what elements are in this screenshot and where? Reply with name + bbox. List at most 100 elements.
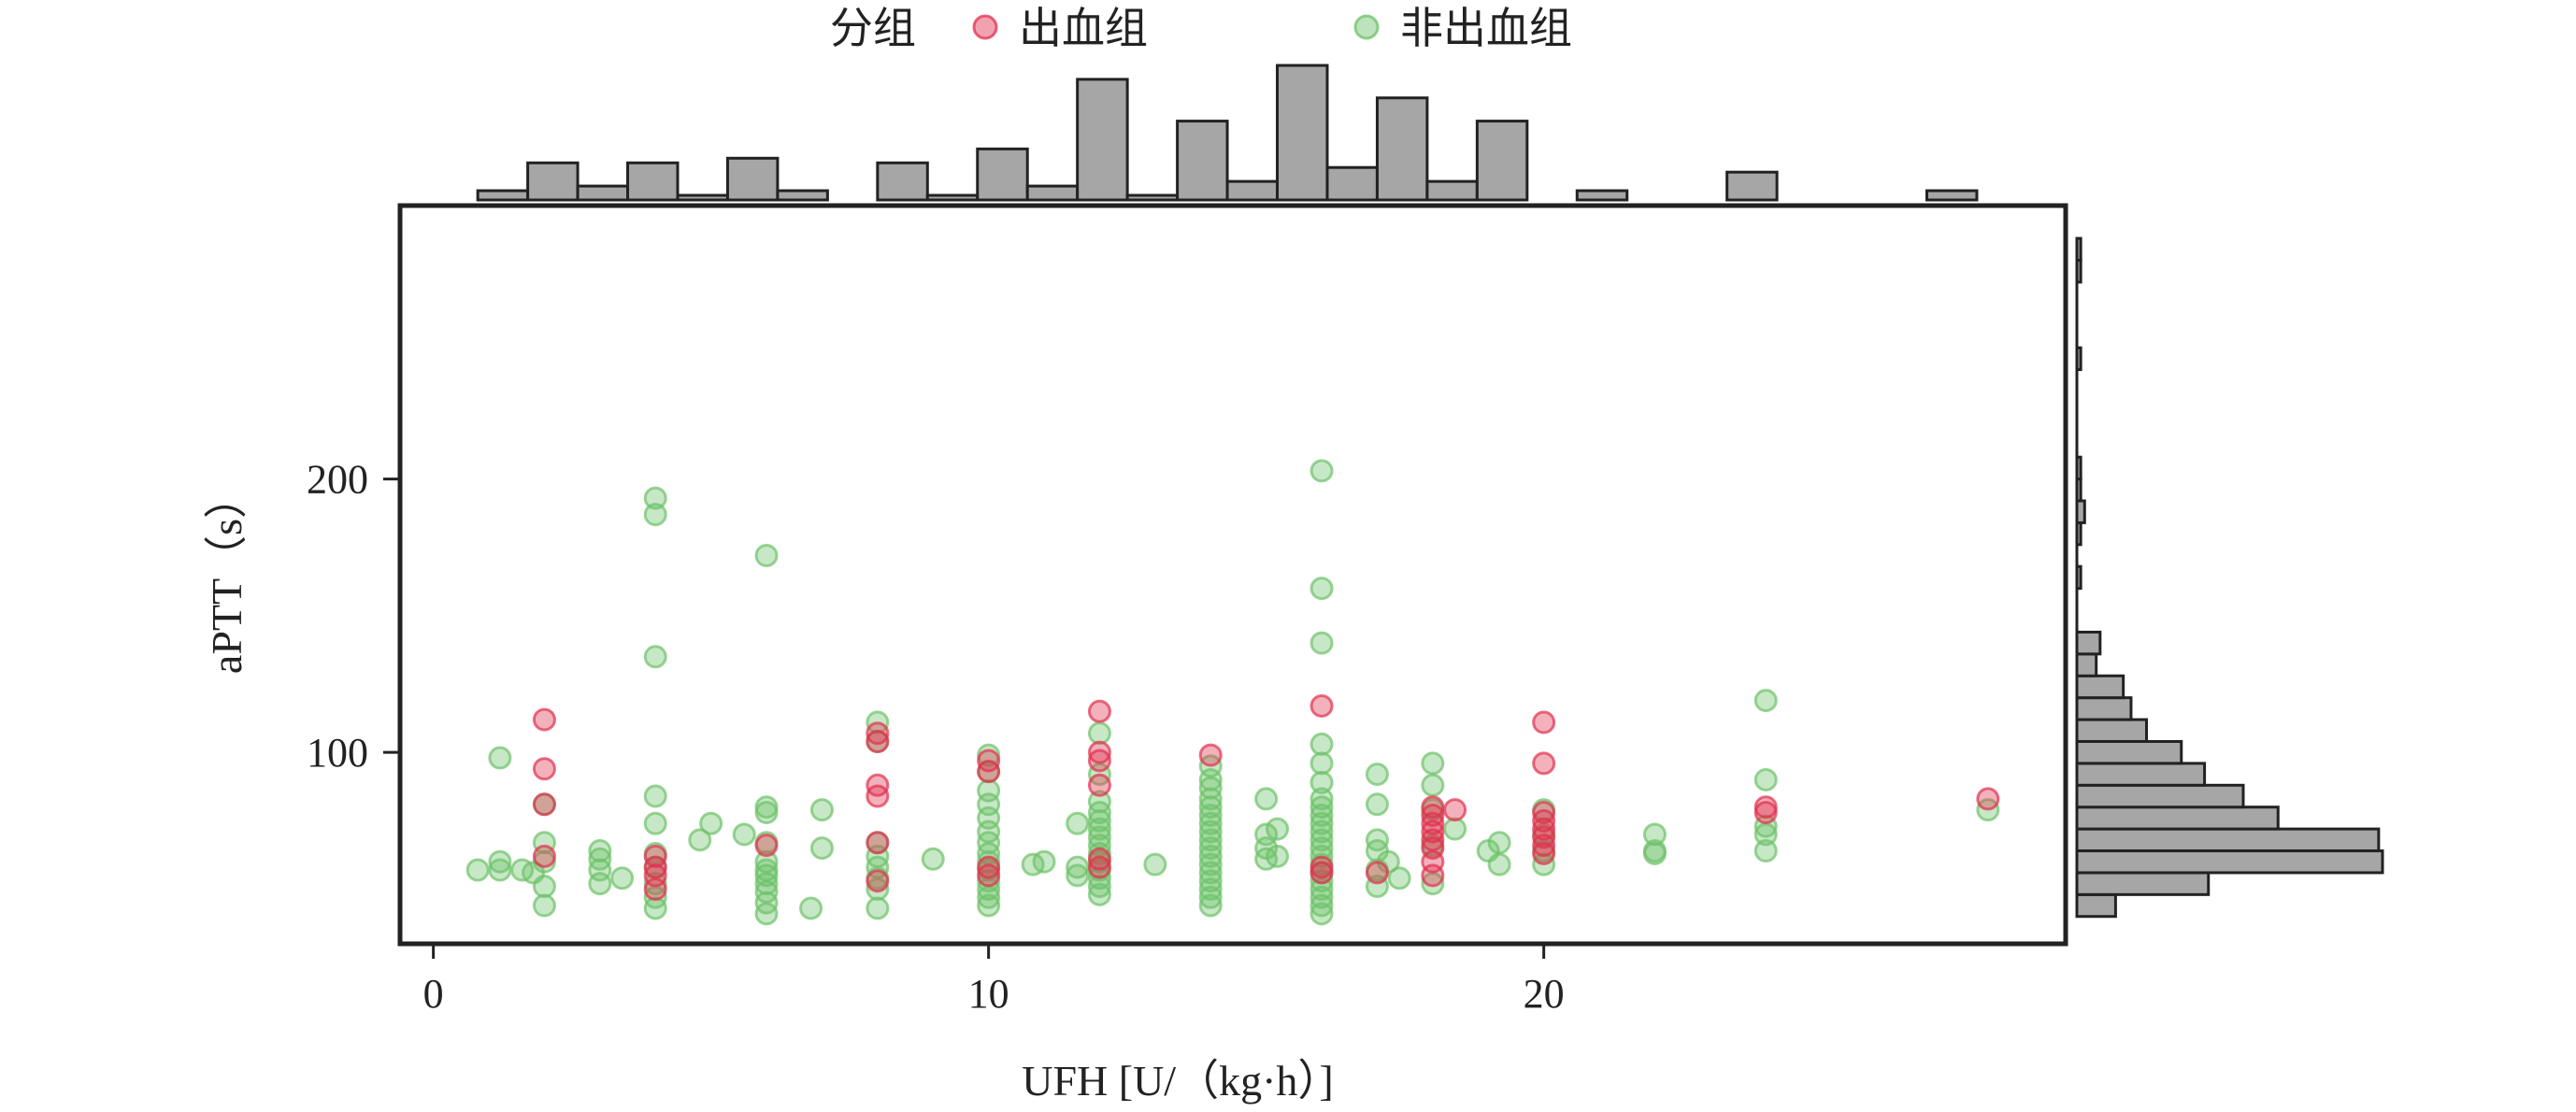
bleeding-point (1087, 847, 1111, 871)
x-axis-label: UFH [U/（kg·h）] (1022, 1057, 1333, 1105)
non-bleeding-point (1266, 817, 1290, 841)
bleeding-point (866, 869, 890, 893)
top-hist-bar (1025, 184, 1080, 202)
bleeding-point (1087, 740, 1111, 764)
non-bleeding-point (1309, 811, 1334, 835)
legend-marker-bleeding (972, 14, 998, 40)
top-hist-bar (1425, 179, 1479, 202)
top-hist-bar (1925, 189, 1979, 202)
bleeding-point (866, 721, 890, 746)
top-hist-bar (676, 193, 729, 202)
right-hist-bar (2075, 849, 2384, 875)
bleeding-point (866, 831, 890, 855)
bleeding-point (866, 784, 890, 808)
top-hist-bar (1176, 120, 1229, 202)
non-bleeding-point (643, 503, 667, 527)
non-bleeding-point (1198, 787, 1223, 811)
right-hist-bar (2075, 892, 2117, 919)
non-bleeding-point (1309, 893, 1334, 918)
non-bleeding-point (1143, 852, 1167, 877)
non-bleeding-point (1198, 820, 1223, 844)
non-bleeding-point (1309, 751, 1334, 776)
bleeding-point (1421, 863, 1445, 888)
y-tick-label: 100 (307, 730, 368, 776)
non-bleeding-point (866, 877, 890, 901)
non-bleeding-point (1387, 866, 1411, 891)
non-bleeding-point (977, 893, 1001, 918)
data-points (465, 459, 2000, 926)
right-hist-bar (2075, 499, 2086, 524)
top-hist-bar (1076, 78, 1129, 202)
bleeding-point (1309, 861, 1334, 885)
bleeding-point (866, 729, 890, 753)
non-bleeding-point (1365, 792, 1389, 817)
right-hist-bar (2075, 827, 2381, 853)
bleeding-point (1421, 811, 1445, 835)
right-hist-bar (2075, 236, 2082, 263)
right-hist-bar (2075, 871, 2211, 896)
right-hist-bar (2075, 478, 2082, 503)
non-bleeding-point (866, 896, 890, 920)
non-bleeding-point (1032, 849, 1056, 874)
non-bleeding-point (754, 801, 779, 825)
non-bleeding-point (1642, 841, 1667, 865)
non-bleeding-point (1087, 801, 1111, 825)
non-bleeding-point (921, 847, 945, 871)
bleeding-point (1421, 820, 1445, 844)
bleeding-point (1532, 710, 1556, 734)
bleeding-point (1532, 751, 1556, 776)
bleeding-point (1309, 693, 1334, 718)
x-tick-label: 0 (423, 971, 444, 1017)
non-bleeding-point (1087, 721, 1111, 746)
non-bleeding-point (1066, 811, 1090, 835)
non-bleeding-point (799, 896, 823, 920)
non-bleeding-point (588, 839, 612, 863)
bleeding-point (1198, 743, 1223, 767)
right-hist-bar (2075, 520, 2082, 547)
top-hist-bar (1276, 64, 1329, 202)
bleeding-point (977, 760, 1001, 784)
top-hist-bar (1475, 120, 1529, 202)
top-hist-bar (526, 161, 580, 202)
right-histogram (2075, 236, 2384, 919)
non-bleeding-point (1266, 844, 1290, 868)
bleeding-point (1443, 798, 1467, 822)
top-hist-bar (1725, 170, 1779, 202)
bleeding-point (1087, 699, 1111, 723)
top-hist-bar (725, 156, 780, 202)
non-bleeding-point (732, 822, 756, 847)
right-hist-bar (2075, 739, 2183, 765)
non-bleeding-point (754, 872, 779, 896)
non-bleeding-point (1254, 787, 1279, 811)
non-bleeding-point (688, 828, 712, 852)
non-bleeding-point (1309, 770, 1334, 794)
non-bleeding-point (488, 858, 512, 882)
non-bleeding-point (809, 836, 834, 861)
legend-label-non-bleeding: 非出血组 (1400, 3, 1572, 53)
plot-frame (397, 203, 2068, 947)
top-hist-bar (1225, 179, 1280, 202)
bleeding-point (532, 792, 556, 817)
bleeding-point (1365, 861, 1389, 885)
right-hist-bar (2075, 762, 2207, 787)
non-bleeding-point (1487, 852, 1511, 877)
bleeding-point (1421, 803, 1445, 827)
top-hist-bar (1125, 193, 1180, 202)
top-hist-bar (776, 189, 829, 202)
top-hist-bar (626, 161, 680, 202)
x-tick-label: 20 (1524, 971, 1565, 1017)
non-bleeding-point (1198, 844, 1223, 868)
non-bleeding-point (1087, 817, 1111, 841)
non-bleeding-point (1198, 861, 1223, 885)
non-bleeding-point (1753, 767, 1778, 791)
non-bleeding-point (1198, 795, 1223, 820)
legend-title: 分组 (830, 3, 916, 53)
top-histogram (476, 64, 1979, 202)
non-bleeding-point (1198, 803, 1223, 827)
right-hist-bar (2075, 346, 2082, 372)
bleeding-point (977, 863, 1001, 888)
non-bleeding-point (1087, 882, 1111, 906)
non-bleeding-point (488, 746, 512, 770)
non-bleeding-point (1198, 885, 1223, 909)
non-bleeding-point (1309, 820, 1334, 844)
